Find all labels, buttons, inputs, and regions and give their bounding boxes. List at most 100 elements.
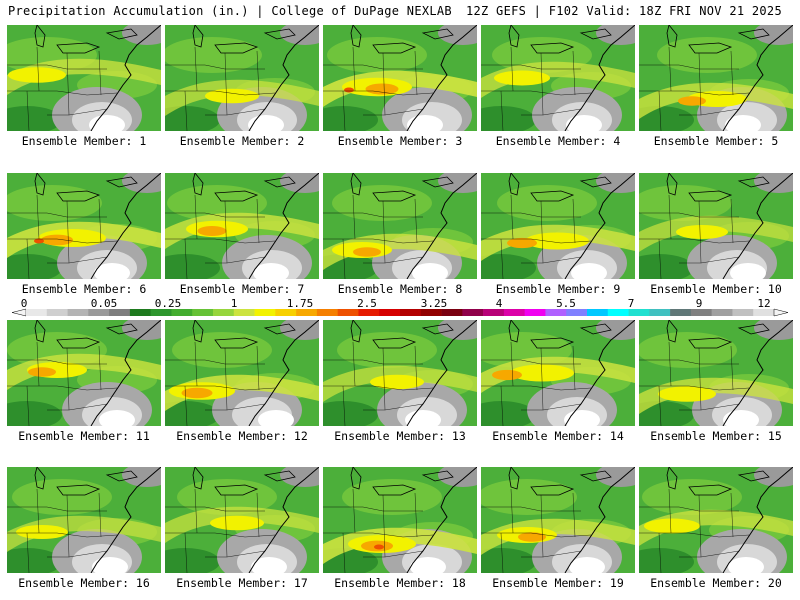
member-caption: Ensemble Member: 12 xyxy=(176,429,308,443)
colorbar-swatch xyxy=(690,309,712,316)
precip-map xyxy=(481,320,635,426)
precip-map xyxy=(165,173,319,279)
member-map-panel xyxy=(165,320,319,426)
precip-map xyxy=(481,173,635,279)
colorbar-swatch xyxy=(171,309,193,316)
colorbar-swatch xyxy=(420,309,442,316)
colorbar-swatch xyxy=(400,309,422,316)
colorbar-swatch xyxy=(753,309,775,316)
precip-map xyxy=(7,25,161,131)
member-caption: Ensemble Member: 15 xyxy=(650,429,782,443)
run-valid-time: 12Z GEFS | F102 Valid: 18Z FRI NOV 21 20… xyxy=(465,4,782,18)
precip-map xyxy=(639,25,793,131)
precip-map xyxy=(7,173,161,279)
colorbar-swatch xyxy=(358,309,380,316)
colorbar-tick-label: 0 xyxy=(21,297,28,310)
colorbar-tick-label: 1 xyxy=(231,297,238,310)
member-map-panel xyxy=(639,467,793,573)
colorbar-swatch xyxy=(670,309,692,316)
colorbar-swatch xyxy=(213,309,235,316)
precip-map xyxy=(639,173,793,279)
colorbar-tick-label: 9 xyxy=(696,297,703,310)
member-caption: Ensemble Member: 6 xyxy=(21,282,147,296)
colorbar-tick-label: 12 xyxy=(757,297,770,310)
precip-map xyxy=(323,173,477,279)
colorbar-swatch xyxy=(649,309,671,316)
member-caption: Ensemble Member: 3 xyxy=(337,134,463,148)
precip-map xyxy=(7,467,161,573)
member-map-panel xyxy=(7,25,161,131)
colorbar-swatch xyxy=(628,309,650,316)
precip-map xyxy=(165,320,319,426)
member-caption: Ensemble Member: 18 xyxy=(334,576,466,590)
member-caption: Ensemble Member: 8 xyxy=(337,282,463,296)
precip-map xyxy=(481,25,635,131)
colorbar-swatch xyxy=(337,309,359,316)
member-caption: Ensemble Member: 1 xyxy=(21,134,147,148)
colorbar-swatch xyxy=(711,309,733,316)
member-map-panel xyxy=(165,173,319,279)
colorbar-swatch xyxy=(150,309,172,316)
member-map-panel xyxy=(639,173,793,279)
member-map-panel xyxy=(323,25,477,131)
precip-map xyxy=(165,467,319,573)
precip-map xyxy=(639,320,793,426)
member-map-panel xyxy=(323,320,477,426)
precip-map xyxy=(481,467,635,573)
member-map-panel xyxy=(481,173,635,279)
member-caption: Ensemble Member: 17 xyxy=(176,576,308,590)
member-caption: Ensemble Member: 7 xyxy=(179,282,305,296)
colorbar-swatch xyxy=(233,309,255,316)
colorbar-tick-label: 3.25 xyxy=(421,297,448,310)
member-map-panel xyxy=(165,25,319,131)
colorbar-swatch xyxy=(545,309,567,316)
member-caption: Ensemble Member: 19 xyxy=(492,576,624,590)
colorbar-swatch xyxy=(46,309,68,316)
member-caption: Ensemble Member: 20 xyxy=(650,576,782,590)
member-caption: Ensemble Member: 13 xyxy=(334,429,466,443)
member-map-panel xyxy=(481,320,635,426)
precip-map xyxy=(165,25,319,131)
colorbar-swatch xyxy=(316,309,338,316)
colorbar-right-arrow xyxy=(773,308,788,317)
precipitation-colorbar: 0 0.05 0.25 1 1.75 2.5 3.25 4 5.5 7 9 12 xyxy=(12,297,788,319)
colorbar-left-arrow xyxy=(12,308,27,317)
colorbar-swatch xyxy=(462,309,484,316)
colorbar-swatch xyxy=(296,309,318,316)
precip-map xyxy=(323,320,477,426)
member-caption: Ensemble Member: 2 xyxy=(179,134,305,148)
colorbar-tick-label: 1.75 xyxy=(287,297,314,310)
precip-map xyxy=(639,467,793,573)
colorbar-tick-label: 7 xyxy=(628,297,635,310)
colorbar-tick-label: 0.25 xyxy=(155,297,182,310)
precip-map xyxy=(7,320,161,426)
member-map-panel xyxy=(639,25,793,131)
colorbar-tick-label: 5.5 xyxy=(556,297,576,310)
member-caption: Ensemble Member: 11 xyxy=(18,429,150,443)
member-map-panel xyxy=(481,467,635,573)
member-caption: Ensemble Member: 4 xyxy=(495,134,621,148)
member-map-panel xyxy=(323,467,477,573)
colorbar-swatch xyxy=(483,309,505,316)
colorbar-swatch xyxy=(88,309,110,316)
colorbar-tick-label: 2.5 xyxy=(357,297,377,310)
colorbar-tick-label: 0.05 xyxy=(91,297,118,310)
member-map-panel xyxy=(7,173,161,279)
member-map-panel xyxy=(7,467,161,573)
colorbar-swatch xyxy=(566,309,588,316)
member-caption: Ensemble Member: 16 xyxy=(18,576,150,590)
colorbar-swatch xyxy=(524,309,546,316)
colorbar-swatch xyxy=(109,309,131,316)
colorbar-swatch xyxy=(26,309,48,316)
colorbar-swatch xyxy=(503,309,525,316)
precip-map xyxy=(323,25,477,131)
colorbar-swatch xyxy=(275,309,297,316)
colorbar-swatch xyxy=(732,309,754,316)
member-map-panel xyxy=(165,467,319,573)
member-caption: Ensemble Member: 9 xyxy=(495,282,621,296)
colorbar-swatch xyxy=(192,309,214,316)
colorbar-swatch xyxy=(587,309,609,316)
colorbar-swatch xyxy=(129,309,151,316)
member-map-panel xyxy=(323,173,477,279)
chart-title: Precipitation Accumulation (in.) | Colle… xyxy=(8,4,452,18)
